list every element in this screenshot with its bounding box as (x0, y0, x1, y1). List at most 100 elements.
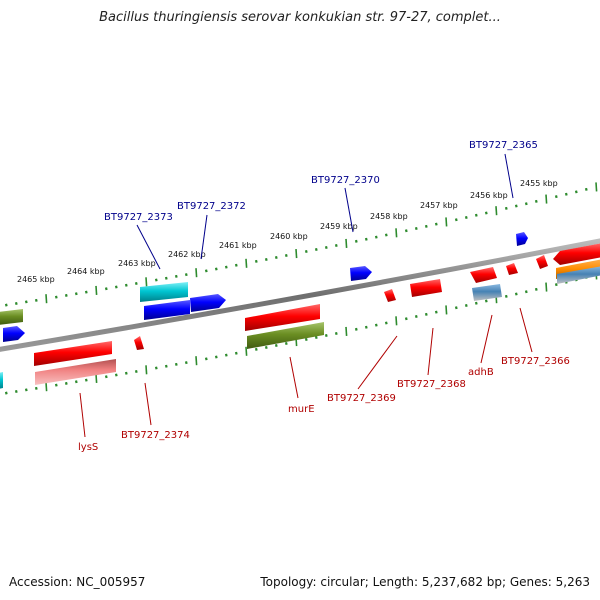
minor-tick (304, 338, 308, 342)
major-tick (95, 373, 98, 383)
minor-tick (114, 373, 118, 377)
gene-red-medium[interactable] (470, 267, 497, 283)
gene-steel-right[interactable] (557, 266, 600, 284)
minor-tick (324, 245, 328, 250)
gene-label-bt9727-2365[interactable]: BT9727_2365 (469, 140, 538, 151)
gene-red-long[interactable] (245, 304, 320, 331)
reverse-genes (0, 255, 548, 389)
gene-label-bt9727-2372[interactable]: BT9727_2372 (177, 201, 246, 212)
minor-tick (154, 366, 158, 370)
kbp-label: 2465 kbp (17, 275, 55, 284)
leader-line (427, 327, 434, 376)
minor-tick (384, 233, 388, 237)
minor-tick (274, 344, 278, 348)
major-tick (45, 382, 48, 392)
gene-olive-left[interactable] (0, 309, 23, 325)
minor-tick (514, 204, 518, 208)
minor-tick (214, 267, 218, 271)
minor-tick (14, 389, 18, 394)
major-tick (245, 346, 248, 356)
minor-tick (414, 315, 418, 319)
minor-tick (464, 303, 468, 307)
gene-red-right[interactable] (553, 243, 600, 265)
major-tick (345, 326, 348, 336)
minor-tick (404, 229, 408, 233)
minor-tick (484, 299, 488, 303)
gene-blue-left[interactable] (144, 300, 190, 320)
gene-adhb[interactable] (472, 284, 502, 301)
minor-tick (504, 206, 508, 210)
minor-tick (14, 301, 18, 306)
gene-red-small-2366b[interactable] (506, 263, 518, 275)
minor-tick (514, 292, 518, 296)
major-tick (345, 238, 348, 248)
gene-label-adhb[interactable]: adhB (468, 367, 494, 378)
leader-line (200, 214, 208, 260)
major-tick (195, 268, 198, 278)
minor-tick (574, 190, 578, 194)
minor-tick (184, 361, 188, 365)
gene-lyss[interactable] (35, 359, 116, 385)
gene-red-left-long[interactable] (34, 341, 112, 366)
minor-tick (434, 222, 438, 226)
gene-bt9727-2373[interactable] (140, 282, 188, 302)
minor-tick (424, 224, 428, 228)
minor-tick (354, 327, 358, 331)
kbp-scale: 2455 kbp 2456 kbp 2457 kbp 2458 kbp 2459… (17, 179, 558, 284)
gene-label-bt9727-2366[interactable]: BT9727_2366 (501, 356, 570, 367)
gene-bt9727-2365[interactable] (516, 232, 528, 246)
minor-tick (454, 218, 458, 222)
minor-tick (584, 187, 588, 191)
forward-genes (0, 232, 600, 342)
minor-tick (384, 321, 388, 325)
leader-line (357, 335, 398, 390)
topology-text: Topology: circular; Length: 5,237,682 bp… (260, 575, 590, 589)
minor-tick (374, 323, 378, 327)
minor-tick (534, 199, 538, 203)
minor-tick (254, 259, 258, 263)
gene-label-bt9727-2373[interactable]: BT9727_2373 (104, 212, 173, 223)
major-tick (295, 248, 298, 259)
gene-label-bt9727-2368[interactable]: BT9727_2368 (397, 379, 466, 390)
gene-label-mure[interactable]: murE (288, 404, 315, 415)
gene-bt9727-2368[interactable] (410, 279, 442, 297)
gene-bt9727-2372[interactable] (190, 294, 226, 312)
gene-cyan-edge[interactable] (0, 372, 3, 389)
minor-tick (284, 342, 288, 346)
kbp-label: 2457 kbp (420, 201, 458, 210)
major-tick (145, 277, 148, 287)
kbp-label: 2464 kbp (67, 267, 105, 276)
minor-tick (64, 381, 68, 385)
gene-bt9727-2366[interactable] (536, 255, 548, 269)
minor-tick (54, 295, 58, 299)
minor-tick (324, 333, 328, 338)
gene-label-bt9727-2374[interactable]: BT9727_2374 (121, 430, 190, 441)
gene-mure[interactable] (247, 322, 324, 349)
minor-tick (374, 235, 378, 239)
kbp-label: 2455 kbp (520, 179, 558, 188)
leader-line (344, 187, 354, 233)
major-tick (445, 305, 448, 315)
gene-bt9727-2370[interactable] (350, 266, 372, 281)
minor-tick (154, 278, 158, 282)
minor-tick (74, 380, 78, 384)
minor-tick (164, 276, 168, 280)
gene-label-bt9727-2369[interactable]: BT9727_2369 (327, 393, 396, 404)
kbp-label: 2456 kbp (470, 191, 508, 200)
minor-tick (264, 257, 268, 261)
minor-tick (24, 300, 28, 304)
reverse-labels: BT9727_2366 adhB BT9727_2368 BT9727_2369… (78, 307, 570, 453)
minor-tick (234, 351, 238, 355)
leader-line (289, 356, 299, 399)
major-tick (95, 285, 98, 295)
minor-tick (524, 202, 528, 206)
major-tick (145, 365, 148, 375)
gene-bt9727-2369[interactable] (384, 289, 396, 302)
gene-blue-far-left[interactable] (3, 326, 25, 342)
gene-label-lyss[interactable]: lysS (78, 442, 98, 453)
minor-tick (474, 301, 478, 305)
kbp-label: 2463 kbp (118, 259, 156, 268)
gene-bt9727-2374[interactable] (134, 336, 144, 350)
gene-label-bt9727-2370[interactable]: BT9727_2370 (311, 175, 380, 186)
minor-tick (204, 269, 208, 273)
